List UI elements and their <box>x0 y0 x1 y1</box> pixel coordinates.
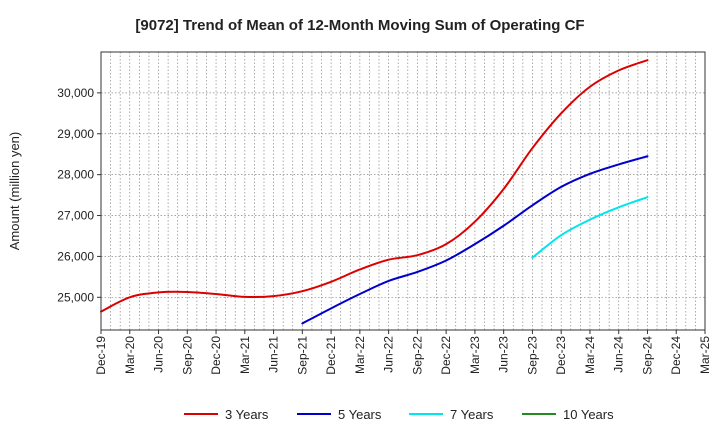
series-line-7-years <box>531 196 649 259</box>
x-tick-label: Mar-23 <box>468 336 482 374</box>
legend-label-3-years: 3 Years <box>225 407 269 422</box>
x-tick-label: Jun-23 <box>497 336 511 373</box>
legend-label-7-years: 7 Years <box>450 407 494 422</box>
legend-label-10-years: 10 Years <box>563 407 614 422</box>
series-line-3-years <box>100 59 649 313</box>
y-axis-label: Amount (million yen) <box>7 132 22 251</box>
x-tick-label: Mar-25 <box>698 336 712 374</box>
x-tick-label: Jun-24 <box>612 336 626 373</box>
y-tick-label: 29,000 <box>57 127 94 141</box>
x-tick-label: Sep-20 <box>180 336 194 375</box>
x-tick-label: Sep-23 <box>525 336 539 375</box>
x-tick-label: Dec-21 <box>324 336 338 375</box>
x-tick-label: Sep-21 <box>295 336 309 375</box>
x-tick-label: Sep-24 <box>640 336 654 375</box>
x-tick-label: Mar-21 <box>238 336 252 374</box>
x-tick-label: Dec-23 <box>554 336 568 375</box>
y-tick-label: 30,000 <box>57 86 94 100</box>
x-tick-label: Mar-24 <box>583 336 597 374</box>
chart-title: [9072] Trend of Mean of 12-Month Moving … <box>135 17 584 34</box>
x-tick-label: Jun-21 <box>267 336 281 373</box>
x-tick-label: Jun-20 <box>152 336 166 373</box>
x-axis: Dec-19 Mar-20 Jun-20 Sep-20 Dec-20 Mar-21 Jun-… <box>94 330 712 375</box>
x-tick-label: Jun-22 <box>382 336 396 373</box>
x-tick-label: Dec-19 <box>94 336 108 375</box>
y-tick-label: 27,000 <box>57 209 94 223</box>
y-tick-label: 28,000 <box>57 168 94 182</box>
series-line-5-years <box>301 155 649 325</box>
legend-label-5-years: 5 Years <box>338 407 382 422</box>
x-tick-label: Dec-24 <box>669 336 683 375</box>
x-tick-label: Dec-22 <box>439 336 453 375</box>
series-lines <box>100 59 649 325</box>
y-axis: 25,000 26,000 27,000 28,000 29,000 30,000 <box>57 86 101 304</box>
y-tick-label: 25,000 <box>57 290 94 304</box>
x-tick-label: Dec-20 <box>209 336 223 375</box>
x-tick-label: Mar-20 <box>123 336 137 374</box>
x-tick-label: Sep-22 <box>410 336 424 375</box>
plot-frame <box>100 51 706 331</box>
y-tick-label: 26,000 <box>57 249 94 263</box>
grid <box>101 52 705 330</box>
legend: 3 Years 5 Years 7 Years 10 Years <box>184 407 614 422</box>
x-tick-label: Mar-22 <box>353 336 367 374</box>
